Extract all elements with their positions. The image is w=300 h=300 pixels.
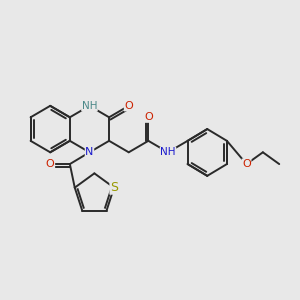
Text: NH: NH (82, 101, 97, 111)
Text: O: O (46, 159, 55, 169)
Text: O: O (124, 101, 133, 111)
Text: O: O (242, 159, 251, 169)
Text: O: O (144, 112, 153, 122)
Text: NH: NH (160, 147, 176, 157)
Text: N: N (85, 147, 94, 157)
Text: S: S (110, 181, 118, 194)
